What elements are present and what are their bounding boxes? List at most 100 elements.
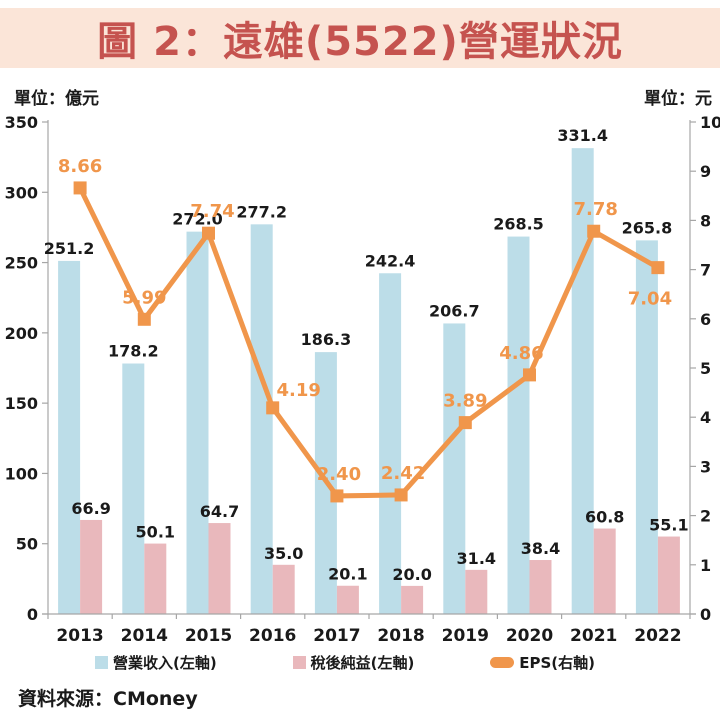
revenue-value-label: 277.2 bbox=[236, 202, 287, 221]
revenue-value-label: 178.2 bbox=[108, 342, 159, 361]
left-axis-tick-label: 100 bbox=[5, 464, 38, 483]
year-label: 2014 bbox=[121, 626, 168, 646]
right-axis-tick-label: 4 bbox=[700, 408, 711, 427]
profit-value-label: 66.9 bbox=[71, 499, 110, 518]
profit-value-label: 20.0 bbox=[392, 565, 431, 584]
eps-value-label: 8.66 bbox=[58, 156, 102, 177]
eps-value-label: 3.89 bbox=[443, 391, 487, 412]
left-axis-tick-label: 0 bbox=[27, 605, 38, 624]
legend: 營業收入(左軸) 稅後純益(左軸) EPS(右軸) bbox=[95, 651, 595, 673]
revenue-swatch-icon bbox=[95, 655, 108, 669]
year-label: 2016 bbox=[249, 626, 296, 646]
left-axis-tick-label: 350 bbox=[5, 113, 38, 132]
legend-label-eps: EPS(右軸) bbox=[519, 653, 595, 672]
revenue-bar-2016 bbox=[250, 224, 273, 614]
profit-bar-2021 bbox=[593, 528, 616, 614]
right-axis-unit: 單位：元 bbox=[644, 89, 712, 109]
revenue-bar-2018 bbox=[379, 273, 402, 614]
revenue-bar-2014 bbox=[122, 363, 145, 614]
revenue-value-label: 331.4 bbox=[557, 126, 608, 145]
right-axis-tick-label: 6 bbox=[700, 310, 711, 329]
revenue-value-label: 272.0 bbox=[172, 210, 223, 229]
profit-value-label: 64.7 bbox=[200, 502, 239, 521]
profit-value-label: 60.8 bbox=[585, 508, 624, 527]
chart-title: 圖 2：遠雄(5522)營運狀況 bbox=[97, 19, 623, 65]
right-axis-tick-label: 1 bbox=[700, 556, 711, 575]
revenue-bar-2015 bbox=[186, 231, 209, 614]
right-axis-tick-label: 5 bbox=[700, 359, 711, 378]
revenue-value-label: 206.7 bbox=[429, 301, 480, 320]
legend-label-profit: 稅後純益(左軸) bbox=[310, 653, 415, 672]
eps-value-label: 4.86 bbox=[499, 343, 543, 364]
profit-bar-2019 bbox=[465, 569, 488, 614]
year-label: 2015 bbox=[185, 626, 232, 646]
year-label: 2017 bbox=[313, 626, 360, 646]
eps-marker-2019 bbox=[458, 416, 472, 430]
eps-line-marker-icon bbox=[490, 656, 515, 668]
eps-value-label: 7.78 bbox=[573, 199, 617, 220]
profit-value-label: 55.1 bbox=[649, 516, 688, 535]
profit-bar-2014 bbox=[144, 543, 167, 614]
year-label: 2019 bbox=[442, 626, 489, 646]
eps-marker-2022 bbox=[651, 261, 665, 275]
revenue-value-label: 186.3 bbox=[301, 330, 352, 349]
profit-value-label: 50.1 bbox=[136, 523, 175, 542]
eps-line bbox=[77, 186, 660, 499]
eps-value-label: 7.04 bbox=[628, 289, 672, 310]
profit-value-label: 20.1 bbox=[328, 565, 367, 584]
left-axis-unit: 單位：億元 bbox=[14, 89, 99, 109]
right-axis-tick-label: 8 bbox=[700, 211, 711, 230]
title-banner: 圖 2：遠雄(5522)營運狀況 bbox=[0, 8, 720, 68]
right-axis-tick-label: 9 bbox=[700, 162, 711, 181]
right-axis-tick-label: 0 bbox=[700, 605, 711, 624]
profit-swatch-icon bbox=[292, 655, 306, 669]
eps-marker-2014 bbox=[137, 312, 151, 326]
eps-marker-2016 bbox=[266, 401, 280, 415]
right-axis-tick-label: 2 bbox=[700, 507, 711, 526]
profit-value-label: 38.4 bbox=[521, 539, 560, 558]
eps-value-label: 4.19 bbox=[276, 380, 320, 401]
revenue-bar-2020 bbox=[507, 236, 530, 614]
left-axis-tick-label: 300 bbox=[5, 183, 38, 202]
left-axis-tick-label: 250 bbox=[5, 254, 38, 273]
revenue-value-label: 251.2 bbox=[44, 239, 95, 258]
right-axis-tick-label: 7 bbox=[700, 261, 711, 280]
right-axis-tick-label: 3 bbox=[700, 457, 711, 476]
year-label: 2022 bbox=[634, 626, 681, 646]
legend-item-revenue: 營業收入(左軸) bbox=[95, 652, 217, 673]
eps-marker-2018 bbox=[394, 488, 408, 502]
source-note: 資料來源：CMoney bbox=[18, 688, 198, 710]
legend-item-profit: 稅後純益(左軸) bbox=[292, 652, 415, 673]
legend-label-revenue: 營業收入(左軸) bbox=[113, 653, 217, 672]
profit-bar-2016 bbox=[272, 564, 295, 614]
year-label: 2021 bbox=[570, 626, 617, 646]
eps-marker-2020 bbox=[523, 368, 536, 382]
right-axis-tick-label: 10 bbox=[700, 113, 720, 132]
year-label: 2013 bbox=[56, 626, 103, 646]
left-axis-tick-label: 200 bbox=[5, 324, 38, 343]
profit-bar-2018 bbox=[401, 585, 424, 614]
eps-value-label: 7.74 bbox=[190, 201, 234, 222]
profit-bar-2020 bbox=[529, 560, 552, 614]
profit-bar-2022 bbox=[657, 536, 680, 614]
revenue-bar-2022 bbox=[635, 240, 658, 614]
year-label: 2020 bbox=[506, 626, 553, 646]
eps-marker-2021 bbox=[587, 224, 601, 238]
eps-marker-2017 bbox=[330, 489, 344, 503]
revenue-value-label: 242.4 bbox=[365, 251, 416, 270]
left-axis-tick-label: 50 bbox=[16, 535, 38, 554]
profit-value-label: 31.4 bbox=[457, 549, 496, 568]
revenue-bar-2019 bbox=[443, 323, 466, 614]
profit-bar-2013 bbox=[80, 519, 103, 614]
revenue-value-label: 265.8 bbox=[622, 218, 673, 237]
profit-bar-2017 bbox=[336, 585, 359, 614]
profit-bar-2015 bbox=[208, 523, 231, 614]
profit-value-label: 35.0 bbox=[264, 544, 303, 563]
legend-item-eps: EPS(右軸) bbox=[490, 652, 595, 673]
revenue-bar-2013 bbox=[58, 260, 81, 614]
eps-marker-2015 bbox=[202, 226, 215, 240]
revenue-value-label: 268.5 bbox=[493, 215, 544, 234]
eps-value-label: 2.40 bbox=[317, 464, 361, 485]
year-label: 2018 bbox=[377, 626, 424, 646]
